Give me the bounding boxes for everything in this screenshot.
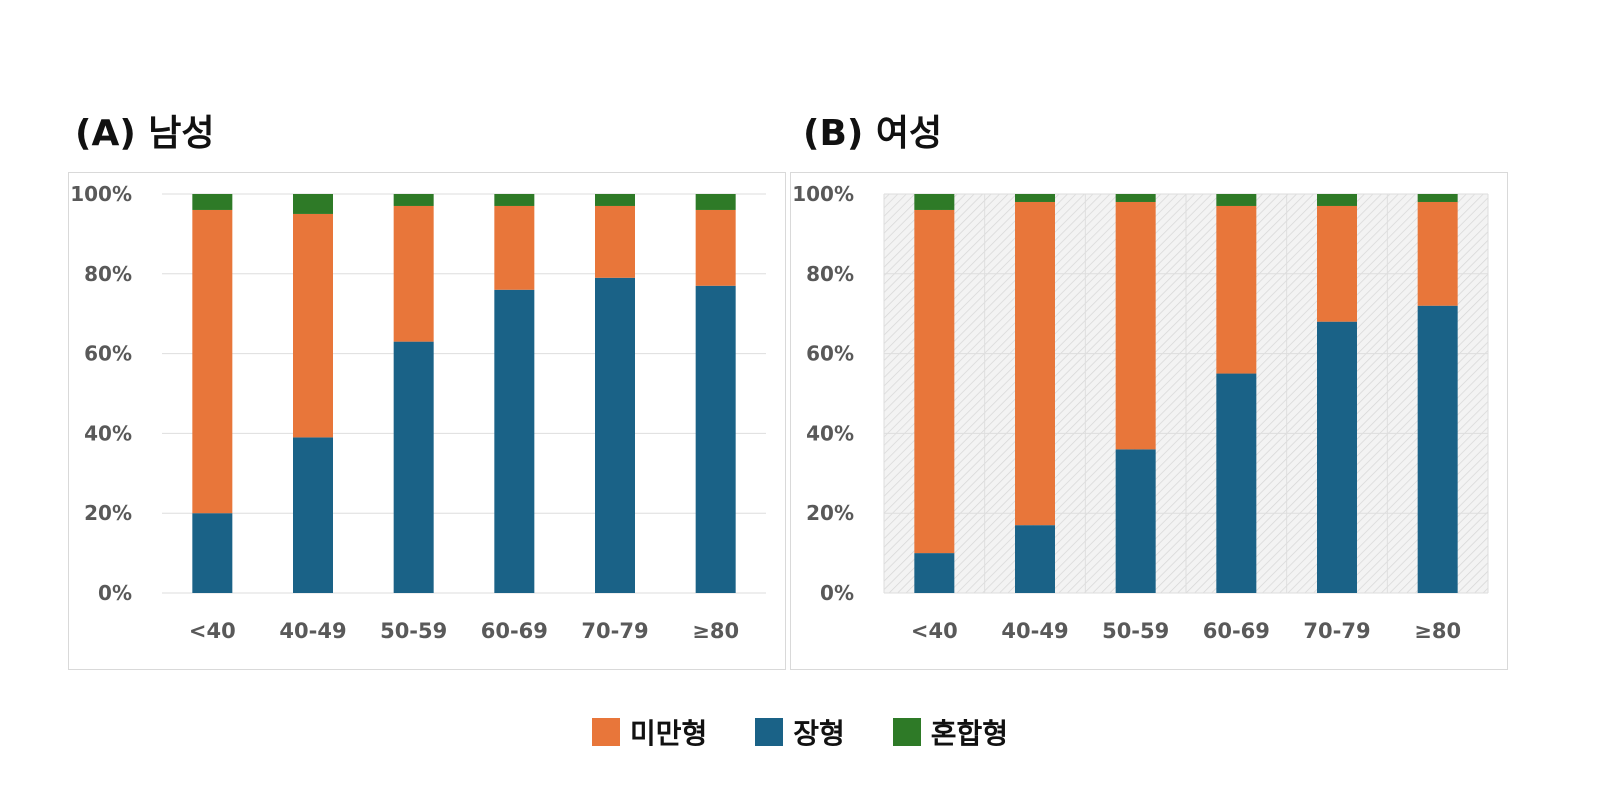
legend-swatch-hon-hap — [892, 718, 921, 746]
bar-segment-mi-man — [393, 205, 434, 342]
legend-swatch-mi-man — [591, 718, 620, 746]
x-tick-label: 70-79 — [581, 619, 648, 643]
legend-swatch-jang — [755, 718, 784, 746]
x-tick-label: 70-79 — [1303, 619, 1370, 643]
x-tick-label: 40-49 — [1001, 619, 1068, 643]
bar-segment-mi-man — [1417, 201, 1458, 306]
bar-segment-hon-hap — [192, 194, 233, 210]
bar-segment-jang — [1216, 373, 1257, 593]
x-tick-label: 50-59 — [1102, 619, 1169, 643]
bar-segment-mi-man — [695, 209, 736, 286]
bar-segment-hon-hap — [595, 194, 635, 206]
bar-segment-jang — [1015, 525, 1055, 593]
legend-item-mi-man: 미만형 — [591, 712, 708, 752]
x-tick-label: <40 — [911, 619, 958, 643]
legend-label-mi-man: 미만형 — [629, 717, 708, 750]
y-tick-label: 60% — [806, 342, 854, 366]
bar-segment-hon-hap — [494, 194, 535, 206]
y-tick-label: 60% — [84, 342, 132, 366]
legend-item-jang: 장형 — [755, 712, 845, 752]
y-tick-label: 80% — [84, 262, 132, 286]
bar-segment-hon-hap — [695, 194, 736, 210]
bar-segment-jang — [192, 513, 233, 593]
y-tick-label: 20% — [806, 501, 854, 525]
bar-segment-hon-hap — [1115, 194, 1156, 202]
y-tick-label: 100% — [70, 182, 132, 206]
bar-segment-hon-hap — [1216, 194, 1257, 206]
bar-segment-mi-man — [192, 209, 233, 514]
y-tick-label: 40% — [84, 421, 132, 445]
bar-segment-jang — [393, 341, 434, 593]
y-tick-label: 20% — [84, 501, 132, 525]
bar-segment-mi-man — [293, 213, 333, 438]
bar-segment-jang — [494, 289, 535, 593]
chart-a: 0% 20% 40% 60% 80% 100% <40 40-49 50-59 60-69 70-7… — [70, 182, 766, 643]
legend-label-jang: 장형 — [793, 717, 845, 750]
bar-segment-hon-hap — [293, 194, 333, 214]
bar-segment-hon-hap — [1417, 194, 1458, 202]
legend-label-hon-hap: 혼합형 — [930, 717, 1009, 750]
x-tick-label: 60-69 — [1203, 619, 1270, 643]
x-tick-label: <40 — [189, 619, 236, 643]
bar-segment-hon-hap — [393, 194, 434, 206]
legend-item-hon-hap: 혼합형 — [892, 712, 1009, 752]
y-tick-label: 40% — [806, 421, 854, 445]
bar-segment-jang — [914, 553, 955, 593]
bar-segment-mi-man — [1317, 205, 1357, 322]
y-tick-label: 0% — [820, 581, 854, 605]
bar-segment-mi-man — [1015, 201, 1055, 526]
x-tick-label: 60-69 — [481, 619, 548, 643]
bar-segment-jang — [1417, 305, 1458, 593]
bar-segment-jang — [695, 285, 736, 593]
y-tick-label: 100% — [792, 182, 854, 206]
x-tick-label: 50-59 — [380, 619, 447, 643]
bar-segment-jang — [595, 277, 635, 593]
bar-segment-jang — [1317, 321, 1357, 593]
bar-segment-mi-man — [1115, 201, 1156, 450]
bar-segment-mi-man — [494, 205, 535, 290]
chart-a-title: (A) 남성 — [75, 113, 215, 154]
chart-a-frame: 0% 20% 40% 60% 80% 100% <40 40-49 50-59 60-69 70-7… — [68, 172, 786, 670]
chart-b-title: (B) 여성 — [803, 113, 943, 154]
bar-segment-jang — [293, 437, 333, 593]
x-tick-label: ≥80 — [692, 619, 739, 643]
chart-b-frame: 0% 20% 40% 60% 80% 100% <40 40-49 50-59 60-69 70-7… — [790, 172, 1508, 670]
bar-segment-hon-hap — [914, 194, 955, 210]
chart-b: 0% 20% 40% 60% 80% 100% <40 40-49 50-59 60-69 70-7… — [792, 182, 1489, 643]
y-tick-label: 0% — [98, 581, 132, 605]
bar-segment-mi-man — [595, 205, 635, 278]
bar-segment-hon-hap — [1317, 194, 1357, 206]
x-tick-label: ≥80 — [1414, 619, 1461, 643]
bar-segment-mi-man — [914, 209, 955, 554]
bar-segment-mi-man — [1216, 205, 1257, 374]
bar-segment-jang — [1115, 449, 1156, 593]
bar-segment-hon-hap — [1015, 194, 1055, 202]
y-tick-label: 80% — [806, 262, 854, 286]
x-tick-label: 40-49 — [279, 619, 346, 643]
legend: 미만형 장형 혼합형 — [0, 712, 1600, 752]
